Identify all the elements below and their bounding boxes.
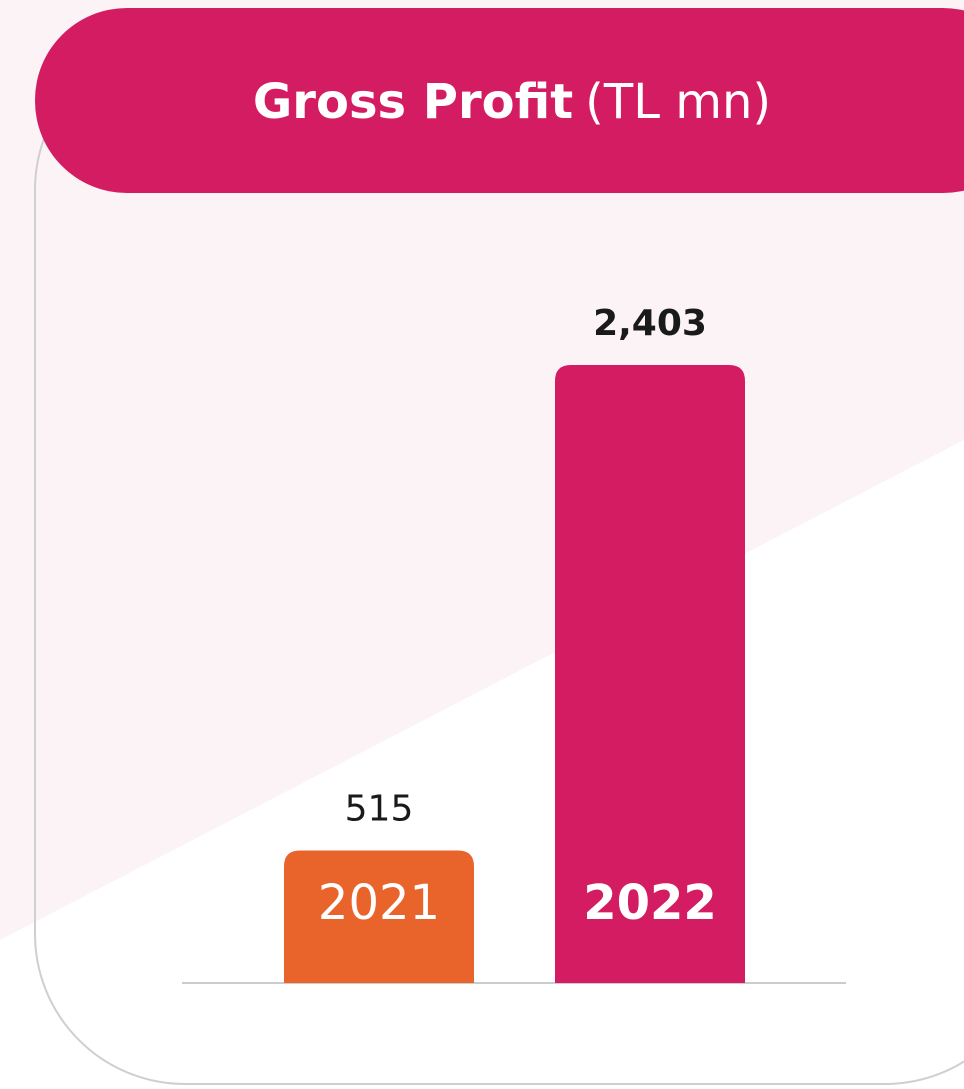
category-label: 2021 xyxy=(318,875,440,931)
value-label: 2,403 xyxy=(593,303,707,344)
value-label: 515 xyxy=(345,789,414,830)
subtitle: (TL mn) xyxy=(585,74,771,130)
background-shape xyxy=(0,0,964,940)
title-pill xyxy=(35,8,964,193)
bar xyxy=(284,850,474,983)
chart-title: Gross Profit (TL mn) xyxy=(253,74,771,130)
category-label: 2022 xyxy=(583,875,717,931)
bar xyxy=(555,365,745,983)
title: Gross Profit xyxy=(253,74,573,130)
